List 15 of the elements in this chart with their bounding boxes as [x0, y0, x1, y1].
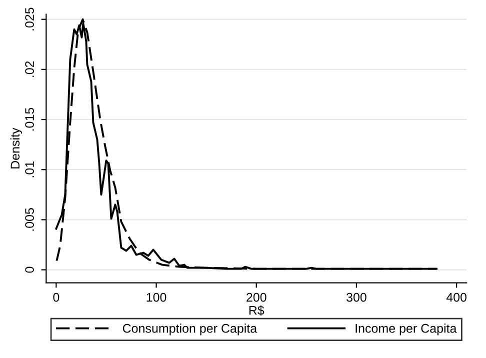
x-tick-label: 400	[446, 292, 466, 302]
y-tick-label: .015	[25, 108, 34, 131]
y-tick-label: .01	[25, 162, 34, 178]
x-tick-label: 300	[346, 292, 366, 302]
y-tick-label: .02	[25, 61, 34, 77]
legend-label: Consumption per Capita	[122, 324, 258, 336]
legend-label: Income per Capita	[356, 324, 457, 336]
x-tick-label: 100	[146, 292, 166, 302]
y-axis-title: Density	[10, 128, 22, 168]
y-tick-label: .025	[25, 8, 34, 30]
x-tick-label: 200	[246, 292, 266, 302]
y-tick-label: 0	[25, 266, 34, 273]
y-tick-label: .005	[25, 208, 34, 231]
x-axis-title: R$	[249, 305, 264, 316]
x-tick-label: 0	[53, 292, 60, 302]
